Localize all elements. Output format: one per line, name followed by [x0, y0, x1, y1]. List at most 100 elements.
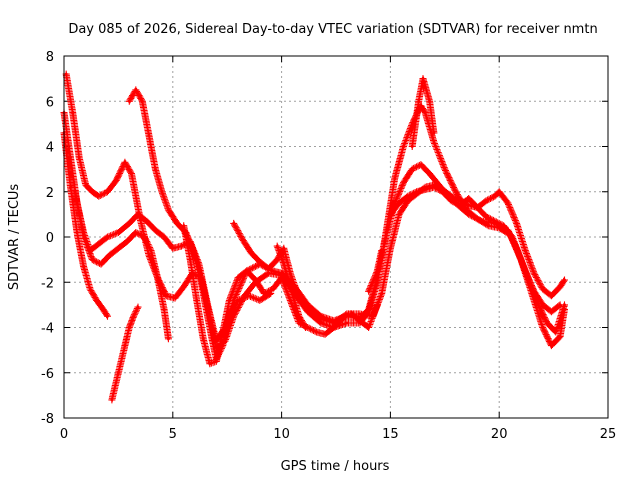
data-point [367, 326, 371, 329]
x-tick-labels: 0 5 10 15 20 25 [60, 427, 616, 442]
data-point [164, 294, 168, 298]
data-point [443, 167, 447, 171]
data-point [375, 280, 379, 284]
y-tick-label: 2 [46, 186, 54, 201]
data-point [64, 72, 68, 76]
data-point [166, 337, 170, 341]
x-axis-label: GPS time / hours [281, 459, 390, 474]
data-point [140, 99, 144, 103]
data-point [515, 221, 519, 225]
data-point [175, 221, 179, 225]
data-point [454, 190, 458, 194]
data-point [306, 307, 310, 311]
data-point [201, 337, 205, 341]
y-tick-label: 0 [46, 231, 54, 246]
data-point [397, 201, 401, 205]
data-point [240, 237, 244, 241]
y-tick-label: -2 [41, 276, 54, 291]
data-point [282, 246, 286, 250]
data-point [541, 303, 545, 307]
data-point [82, 264, 86, 268]
data-point [358, 312, 362, 316]
data-point [156, 276, 160, 280]
data-point [88, 287, 92, 291]
y-tick-label: 6 [46, 95, 54, 110]
data-point [190, 246, 194, 250]
data-point [497, 190, 501, 194]
data-point [465, 208, 469, 212]
data-point [171, 246, 175, 250]
data-point [130, 172, 133, 176]
data-point [484, 215, 488, 219]
data-point [419, 163, 423, 167]
data-point [258, 298, 262, 302]
data-point [236, 276, 240, 280]
data-point [563, 303, 566, 307]
data-point [162, 235, 166, 239]
data-point [110, 398, 114, 402]
data-point [384, 231, 388, 234]
data-point [423, 188, 427, 191]
data-point [73, 190, 77, 194]
data-point [90, 258, 94, 262]
data-point [402, 145, 405, 148]
data-point [221, 330, 225, 334]
data-point [214, 359, 218, 363]
data-point [541, 326, 545, 329]
data-point [90, 190, 94, 194]
data-point [245, 269, 249, 273]
data-point [397, 212, 401, 216]
data-point [388, 246, 392, 250]
plus-markers [108, 303, 142, 404]
data-point [493, 219, 497, 223]
data-point [415, 190, 418, 194]
data-point [423, 111, 427, 115]
data-point [441, 190, 445, 194]
x-tick-label: 5 [169, 427, 177, 442]
data-point [345, 312, 349, 316]
data-point [232, 221, 236, 225]
data-point [180, 244, 183, 248]
x-tick-label: 20 [491, 427, 508, 442]
data-point [484, 199, 488, 203]
data-point [77, 156, 81, 160]
data-point [458, 203, 462, 207]
data-point [203, 303, 207, 307]
data-point [153, 228, 157, 232]
data-point [532, 271, 536, 275]
data-point [262, 292, 266, 296]
data-point [314, 330, 318, 334]
data-point [510, 235, 514, 239]
data-point [182, 285, 186, 289]
data-point [319, 316, 323, 320]
data-point [195, 298, 199, 302]
data-point [380, 249, 384, 253]
data-point [297, 314, 301, 318]
data-point [467, 203, 471, 207]
data-point [319, 321, 323, 325]
data-point [406, 194, 410, 198]
data-point [275, 244, 279, 248]
data-point [127, 221, 131, 225]
data-point [69, 185, 72, 189]
data-point [125, 240, 129, 243]
data-point [332, 326, 336, 329]
x-tick-label: 25 [600, 427, 617, 442]
data-point [563, 278, 566, 282]
y-tick-label: -8 [41, 412, 54, 427]
data-point [136, 305, 140, 309]
data-point [432, 131, 436, 135]
data-point [545, 321, 549, 325]
data-point [188, 258, 192, 262]
y-axis-label: SDTVAR / TECUs [7, 184, 22, 291]
data-point [558, 335, 562, 339]
data-point [506, 201, 510, 205]
data-point [236, 298, 240, 302]
data-point [345, 321, 349, 325]
data-point [493, 194, 497, 198]
data-point [467, 197, 471, 200]
data-point [288, 271, 292, 275]
x-tick-label: 15 [382, 427, 399, 442]
data-point [114, 178, 118, 182]
data-point [358, 319, 362, 323]
